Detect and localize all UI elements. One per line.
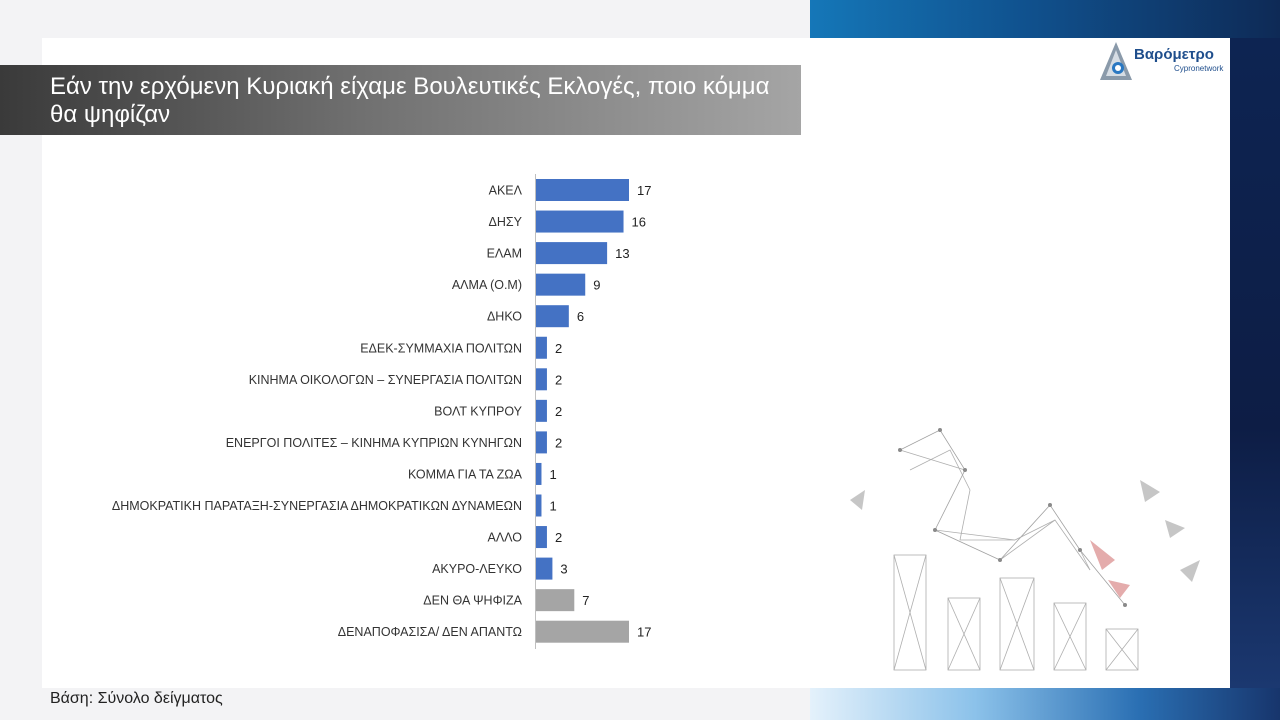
bar <box>536 210 624 233</box>
bar <box>536 273 586 296</box>
bar <box>536 620 629 643</box>
data-label: 2 <box>555 530 562 545</box>
category-label: ΑΚΕΛ <box>489 184 523 198</box>
bar <box>536 336 547 359</box>
bar <box>536 368 547 391</box>
title-band <box>0 65 801 135</box>
category-label: ΑΛΛΟ <box>488 531 523 545</box>
data-label: 13 <box>615 246 629 261</box>
category-label: ΒΟΛΤ ΚΥΠΡΟΥ <box>434 404 522 418</box>
data-label: 2 <box>555 404 562 419</box>
logo-subtitle: Cypronetwork <box>1174 64 1224 73</box>
category-label: ΔΕΝΑΠΟΦΑΣΙΣΑ/ ΔΕΝ ΑΠΑΝΤΩ <box>338 625 522 639</box>
data-label: 17 <box>637 183 651 198</box>
logo-name: Βαρόμετρο <box>1134 46 1214 63</box>
data-label: 1 <box>549 499 556 514</box>
bottom-accent-bar <box>810 688 1280 720</box>
data-label: 17 <box>637 625 651 640</box>
category-label: ΔΕΝ ΘΑ ΨΗΦΙΖΑ <box>423 594 522 608</box>
bar <box>536 305 569 328</box>
category-label: ΕΝΕΡΓΟΙ ΠΟΛΙΤΕΣ – ΚΙΝΗΜΑ ΚΥΠΡΙΩΝ ΚΥΝΗΓΩΝ <box>226 436 522 450</box>
network-chart-illustration <box>850 428 1200 671</box>
bar <box>536 462 542 485</box>
category-label: ΑΚΥΡΟ-ΛΕΥΚΟ <box>432 562 522 576</box>
data-label: 9 <box>593 278 600 293</box>
data-label: 2 <box>555 435 562 450</box>
logo-triangle-icon <box>1100 42 1132 80</box>
category-label: ΚΟΜΜΑ ΓΙΑ ΤΑ ΖΩΑ <box>408 467 523 481</box>
base-note: Βάση: Σύνολο δείγματος <box>50 690 223 707</box>
category-label: ΔΗΣΥ <box>489 215 523 229</box>
bar <box>536 399 547 422</box>
category-label: ΔΗΜΟΚΡΑΤΙΚΗ ΠΑΡΑΤΑΞΗ-ΣΥΝΕΡΓΑΣΙΑ ΔΗΜΟΚΡΑΤ… <box>112 499 522 513</box>
slide-panel <box>42 38 1230 688</box>
category-label: ΚΙΝΗΜΑ ΟΙΚΟΛΟΓΩΝ – ΣΥΝΕΡΓΑΣΙΑ ΠΟΛΙΤΩΝ <box>249 373 522 387</box>
bar <box>536 494 542 517</box>
bar <box>536 526 547 549</box>
bar <box>536 431 547 454</box>
category-label: ΕΛΑΜ <box>487 247 522 261</box>
data-label: 2 <box>555 341 562 356</box>
bar <box>536 557 553 580</box>
data-label: 7 <box>582 593 589 608</box>
data-label: 3 <box>560 562 567 577</box>
varometro-logo: Βαρόμετρο Cypronetwork <box>1098 40 1228 86</box>
slide-title: Εάν την ερχόμενη Κυριακή είχαμε Βουλευτι… <box>50 73 770 128</box>
category-label: ΕΔΕΚ-ΣΥΜΜΑΧΙΑ ΠΟΛΙΤΩΝ <box>360 341 522 355</box>
category-label: ΑΛΜΑ (Ο.Μ) <box>452 278 522 292</box>
bar <box>536 242 608 265</box>
data-label: 2 <box>555 372 562 387</box>
top-accent-bar <box>810 0 1280 38</box>
category-label: ΔΗΚΟ <box>487 310 522 324</box>
bar <box>536 589 575 612</box>
data-label: 16 <box>632 215 646 230</box>
right-accent-bar <box>1230 38 1280 688</box>
data-label: 6 <box>577 309 584 324</box>
bar <box>536 179 629 201</box>
data-label: 1 <box>549 467 556 482</box>
